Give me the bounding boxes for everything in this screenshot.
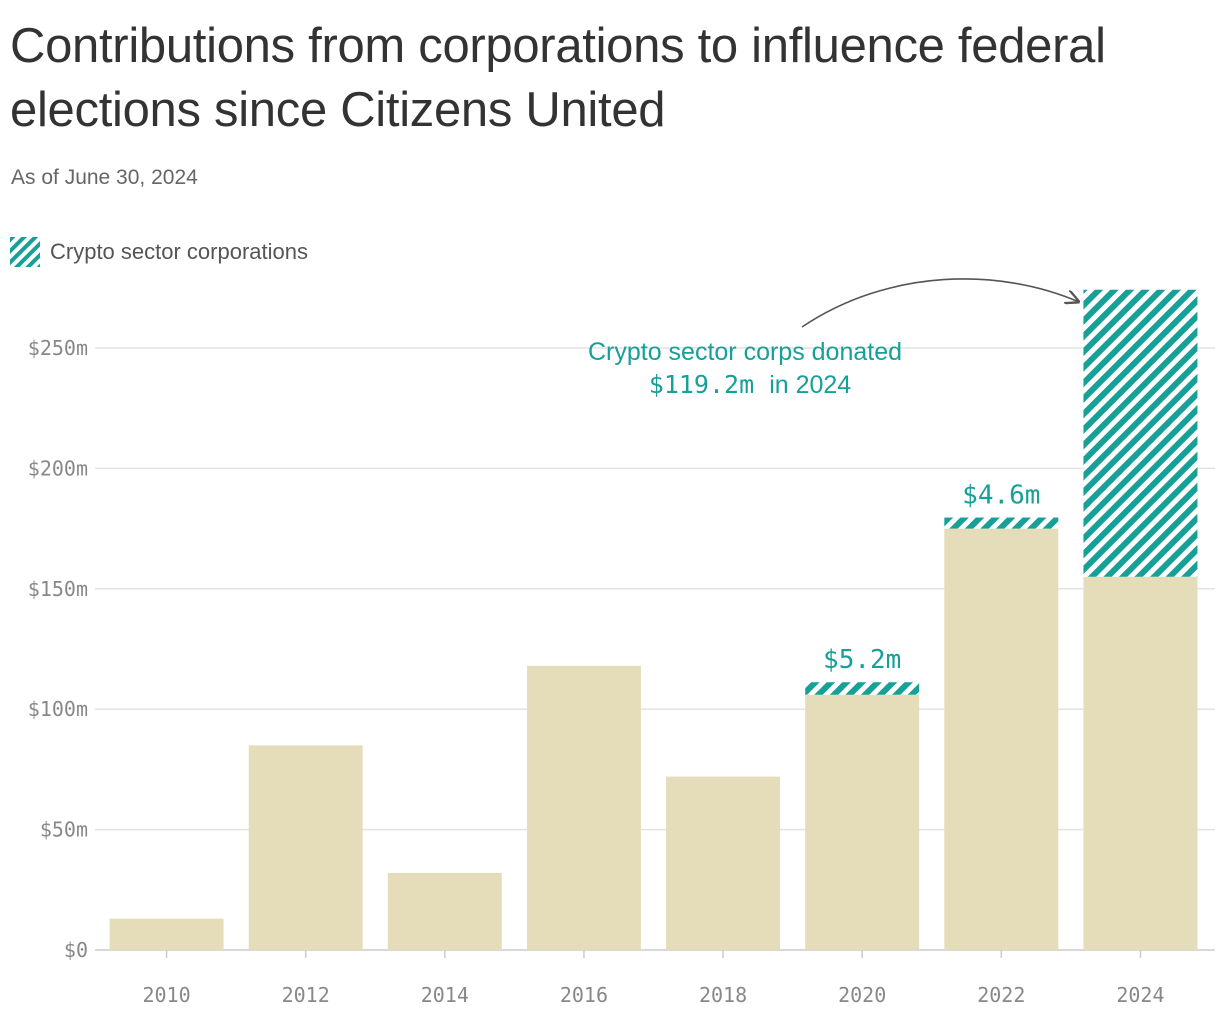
x-tick-label: 2020	[838, 983, 886, 1007]
data-labels: $5.2m $4.6m	[823, 481, 1040, 676]
y-tick-label: $100m	[28, 697, 88, 721]
data-label: $5.2m	[823, 645, 901, 675]
bar-segment-crypto	[1083, 289, 1198, 577]
x-tick-label: 2024	[1116, 983, 1164, 1007]
bar-segment	[387, 872, 502, 950]
bar-segment	[1083, 576, 1198, 950]
annotation-arrow	[801, 278, 1078, 328]
legend-label-crypto: Crypto sector corporations	[50, 239, 308, 264]
chart-title: Contributions from corporations to influ…	[10, 19, 1106, 137]
x-tick-label: 2014	[421, 983, 469, 1007]
annotation-amount-line: $119.2m in 2024	[649, 370, 852, 399]
y-tick-label: $150m	[28, 577, 88, 601]
y-tick-label: $200m	[28, 456, 88, 480]
x-tick-label: 2012	[282, 983, 330, 1007]
legend: Crypto sector corporations	[10, 236, 308, 268]
annotation-suffix: in 2024	[769, 371, 851, 399]
chart-subtitle: As of June 30, 2024	[11, 166, 198, 189]
bar-segment-crypto	[805, 682, 920, 695]
bar-segment	[248, 745, 363, 950]
bar-segment	[109, 918, 224, 950]
data-label: $4.6m	[962, 481, 1040, 511]
y-axis-ticks: $0 $50m $100m $150m $200m $250m	[28, 336, 88, 962]
x-tick-label: 2016	[560, 983, 608, 1007]
annotation: Crypto sector corps donated $119.2m in 20…	[588, 278, 1078, 399]
x-tick-label: 2022	[977, 983, 1025, 1007]
annotation-text: Crypto sector corps donated	[588, 338, 902, 366]
legend-swatch-crypto	[10, 237, 40, 267]
y-tick-label: $250m	[28, 336, 88, 360]
x-tick-label: 2018	[699, 983, 747, 1007]
x-axis-ticks: 2010 2012 2014 2016 2018 2020 2022 2024	[142, 950, 1165, 1007]
bar-segment	[805, 694, 920, 950]
bar-segment	[944, 528, 1059, 950]
annotation-amount: $119.2m	[649, 370, 769, 399]
x-tick-label: 2010	[142, 983, 190, 1007]
bar-segment	[526, 665, 641, 950]
bars	[109, 289, 1198, 950]
bar-segment-crypto	[944, 517, 1059, 529]
y-tick-label: $50m	[40, 818, 88, 842]
bar-segment	[666, 776, 781, 950]
y-tick-label: $0	[64, 938, 88, 962]
